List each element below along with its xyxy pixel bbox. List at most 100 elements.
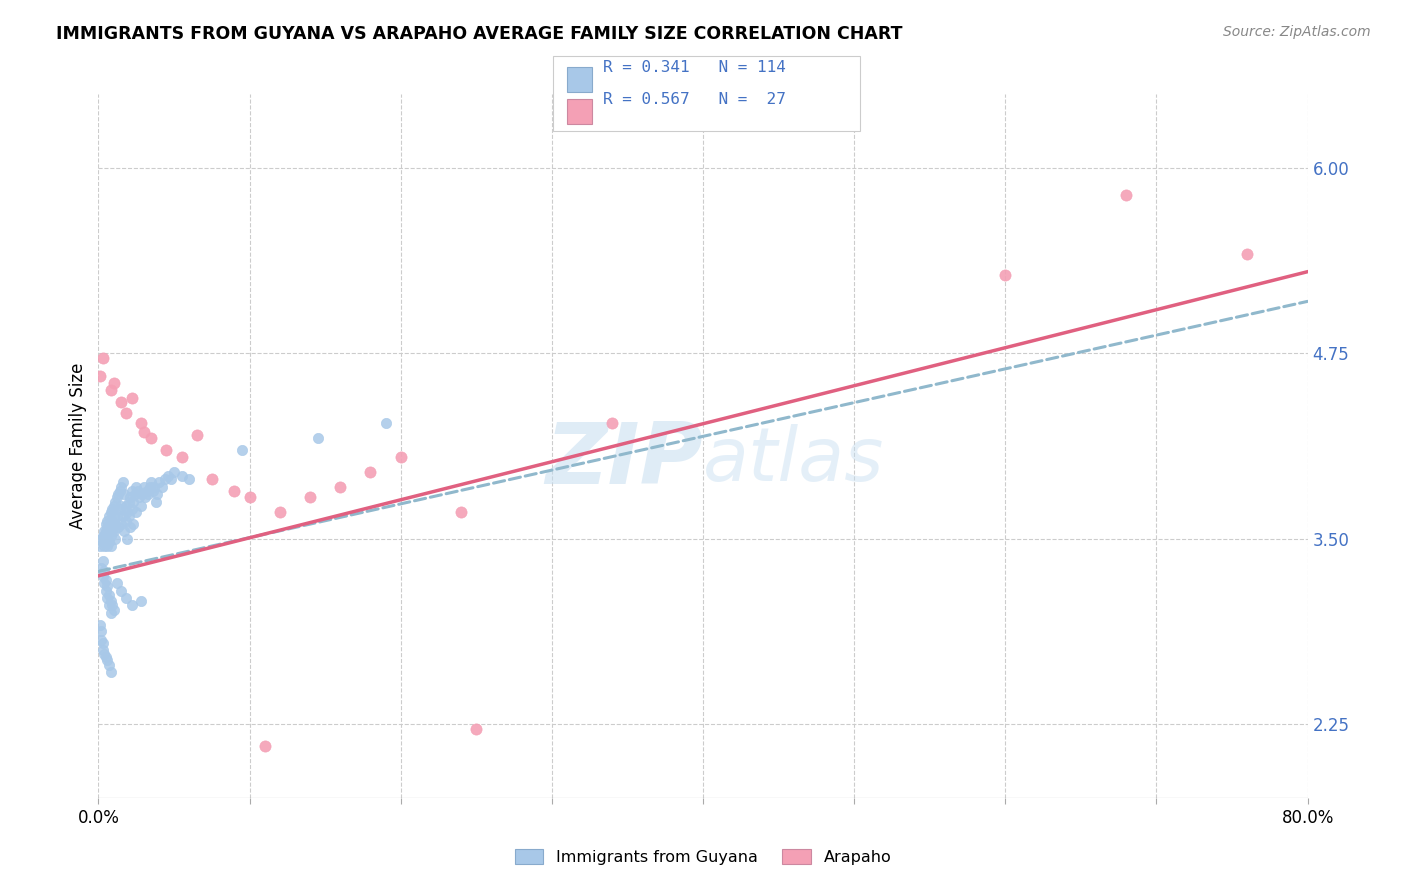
Text: atlas: atlas — [703, 424, 884, 496]
Point — [93, 565, 115, 579]
Point — [170, 450, 193, 464]
Text: R = 0.341   N = 114: R = 0.341 N = 114 — [603, 60, 786, 75]
Point — [91, 643, 114, 657]
Point — [104, 532, 127, 546]
Point — [450, 505, 472, 519]
Point — [1115, 187, 1137, 202]
Point — [96, 520, 118, 534]
Point — [94, 534, 117, 549]
Point — [114, 514, 136, 528]
Point — [239, 490, 262, 504]
Point — [129, 499, 152, 513]
Point — [1236, 247, 1258, 261]
Point — [124, 487, 146, 501]
Point — [89, 617, 111, 632]
Point — [90, 632, 112, 647]
Point — [93, 532, 115, 546]
Point — [94, 524, 117, 539]
Point — [98, 524, 121, 539]
Point — [132, 425, 155, 439]
Point — [93, 648, 115, 662]
Point — [156, 469, 179, 483]
Point — [100, 529, 122, 543]
Point — [125, 505, 148, 519]
Point — [96, 529, 118, 543]
Point — [104, 516, 127, 531]
Point — [91, 529, 114, 543]
Text: IMMIGRANTS FROM GUYANA VS ARAPAHO AVERAGE FAMILY SIZE CORRELATION CHART: IMMIGRANTS FROM GUYANA VS ARAPAHO AVERAG… — [56, 25, 903, 43]
Point — [94, 516, 117, 531]
Point — [231, 442, 253, 457]
Point — [121, 502, 143, 516]
Point — [90, 561, 112, 575]
Point — [115, 505, 138, 519]
Point — [103, 509, 125, 524]
Point — [143, 480, 166, 494]
Point — [107, 487, 129, 501]
Point — [129, 594, 152, 608]
Point — [100, 539, 122, 553]
Point — [163, 465, 186, 479]
Point — [96, 653, 118, 667]
Point — [186, 428, 208, 442]
Point — [146, 487, 169, 501]
Point — [98, 657, 121, 672]
Point — [91, 351, 114, 365]
Point — [96, 591, 118, 605]
Point — [96, 579, 118, 593]
Point — [269, 505, 291, 519]
Point — [104, 494, 127, 508]
Text: R = 0.567   N =  27: R = 0.567 N = 27 — [603, 92, 786, 106]
Point — [98, 509, 121, 524]
Point — [148, 475, 170, 490]
Point — [125, 480, 148, 494]
Point — [105, 490, 128, 504]
Point — [103, 524, 125, 539]
Text: ZIP: ZIP — [546, 418, 703, 501]
Point — [141, 475, 163, 490]
Point — [112, 524, 135, 539]
Point — [121, 391, 143, 405]
Point — [110, 480, 132, 494]
Point — [118, 509, 141, 524]
Point — [132, 480, 155, 494]
Point — [89, 368, 111, 383]
Point — [120, 490, 142, 504]
Point — [115, 532, 138, 546]
Point — [120, 520, 142, 534]
Point — [94, 574, 117, 588]
Point — [108, 484, 131, 499]
Point — [96, 539, 118, 553]
Point — [105, 509, 128, 524]
Point — [114, 499, 136, 513]
Point — [127, 484, 149, 499]
Point — [101, 599, 124, 613]
Text: Source: ZipAtlas.com: Source: ZipAtlas.com — [1223, 25, 1371, 39]
Point — [103, 376, 125, 390]
Point — [374, 416, 396, 430]
Point — [90, 532, 112, 546]
Point — [122, 494, 145, 508]
Point — [150, 480, 173, 494]
Point — [136, 487, 159, 501]
Point — [112, 487, 135, 501]
Point — [103, 603, 125, 617]
Point — [105, 576, 128, 591]
Point — [118, 494, 141, 508]
Point — [135, 484, 157, 499]
Point — [329, 480, 352, 494]
Point — [89, 539, 111, 553]
Point — [100, 665, 122, 680]
Point — [160, 472, 183, 486]
Point — [96, 514, 118, 528]
Point — [307, 431, 329, 445]
Point — [101, 502, 124, 516]
Point — [141, 431, 163, 445]
Point — [100, 505, 122, 519]
Point — [128, 490, 150, 504]
Point — [93, 539, 115, 553]
Point — [145, 494, 167, 508]
Point — [122, 516, 145, 531]
Point — [139, 480, 162, 494]
Point — [100, 606, 122, 620]
